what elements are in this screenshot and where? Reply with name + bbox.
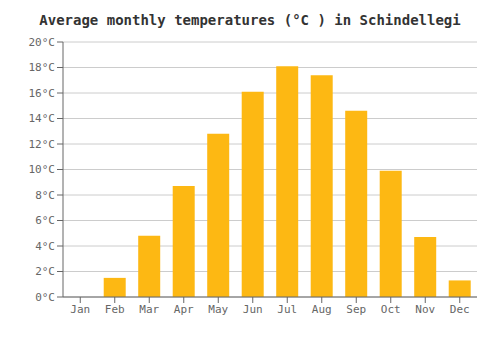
svg-text:Jun: Jun bbox=[243, 303, 263, 316]
svg-text:20°C: 20°C bbox=[29, 36, 56, 49]
html-text:Average monthly temperatures (: Average monthly temperatures (°C ) in Sc… bbox=[39, 12, 461, 28]
svg-text:12°C: 12°C bbox=[29, 138, 56, 151]
svg-text:0°C: 0°C bbox=[35, 291, 55, 304]
svg-text:2°C: 2°C bbox=[35, 265, 55, 278]
svg-text:8°C: 8°C bbox=[35, 189, 55, 202]
svg-text:10°C: 10°C bbox=[29, 163, 56, 176]
svg-text:May: May bbox=[208, 303, 228, 316]
svg-text:6°C: 6°C bbox=[35, 214, 55, 227]
svg-text:Nov: Nov bbox=[415, 303, 435, 316]
svg-text:18°C: 18°C bbox=[29, 61, 56, 74]
svg-text:4°C: 4°C bbox=[35, 240, 55, 253]
svg-text:Feb: Feb bbox=[105, 303, 125, 316]
svg-text:Oct: Oct bbox=[381, 303, 401, 316]
svg-text:14°C: 14°C bbox=[29, 112, 56, 125]
svg-text:Dec: Dec bbox=[450, 303, 470, 316]
svg-text:Jul: Jul bbox=[277, 303, 297, 316]
svg-text:16°C: 16°C bbox=[29, 87, 56, 100]
svg-text:Jan: Jan bbox=[70, 303, 90, 316]
svg-text:Mar: Mar bbox=[139, 303, 159, 316]
svg-text:Apr: Apr bbox=[174, 303, 194, 316]
svg-text:Aug: Aug bbox=[312, 303, 332, 316]
svg-text:Sep: Sep bbox=[346, 303, 366, 316]
